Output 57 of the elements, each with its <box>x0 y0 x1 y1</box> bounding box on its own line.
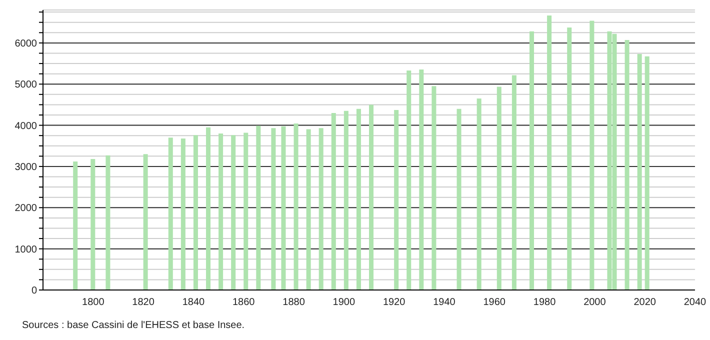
bar <box>512 75 516 290</box>
x-tick-label: 1920 <box>382 297 406 308</box>
bar <box>356 108 361 290</box>
source-note: Sources : base Cassini de l'EHESS et base Insee. <box>22 320 245 331</box>
bar <box>281 126 286 290</box>
bar <box>244 132 248 290</box>
bar <box>218 134 224 290</box>
bar <box>406 70 412 290</box>
x-tick-label: 2020 <box>634 297 656 308</box>
bar <box>344 110 348 290</box>
bar <box>369 104 374 290</box>
bar <box>168 138 173 290</box>
bar <box>231 135 236 290</box>
x-tick-label: 1860 <box>232 297 256 308</box>
x-tick-label: 1840 <box>182 297 206 308</box>
bar <box>567 28 572 290</box>
bar <box>106 155 110 290</box>
bar <box>432 86 436 290</box>
x-tick-label: 1960 <box>483 297 506 308</box>
bar <box>394 110 399 290</box>
bar <box>624 40 630 290</box>
x-tick-label: 1940 <box>433 297 456 308</box>
y-tick-label: 2000 <box>14 203 38 214</box>
bar <box>180 138 186 290</box>
bar <box>206 127 211 290</box>
bar <box>637 54 642 290</box>
y-tick-label: 1000 <box>14 244 38 256</box>
bar <box>547 16 552 290</box>
x-tick-label: 1980 <box>533 297 556 308</box>
x-tick-label: 1900 <box>332 297 356 308</box>
bar <box>644 56 650 290</box>
bar <box>590 20 594 290</box>
bar <box>529 31 534 290</box>
bar <box>476 98 482 290</box>
y-tick-label: 5000 <box>14 80 38 91</box>
bar <box>331 112 336 290</box>
bar <box>318 128 324 290</box>
x-tick-label: 1820 <box>132 297 155 308</box>
y-tick-label: 6000 <box>14 38 38 50</box>
bar <box>456 108 462 290</box>
y-tick-label: 0 <box>31 286 38 297</box>
y-tick-label: 4000 <box>14 120 38 132</box>
bar <box>73 162 78 290</box>
bar <box>271 128 276 290</box>
bar <box>294 123 298 290</box>
x-tick-label: 1880 <box>282 297 306 308</box>
y-tick-label: 3000 <box>14 162 38 174</box>
bar <box>90 159 96 290</box>
bar <box>193 135 198 290</box>
x-tick-label: 2040 <box>684 297 707 308</box>
bar <box>496 86 502 290</box>
x-tick-label: 2000 <box>584 297 606 308</box>
bar <box>143 154 148 290</box>
bar <box>419 70 424 290</box>
bar <box>256 126 261 290</box>
x-tick-label: 1800 <box>82 297 105 308</box>
bar <box>306 129 311 290</box>
